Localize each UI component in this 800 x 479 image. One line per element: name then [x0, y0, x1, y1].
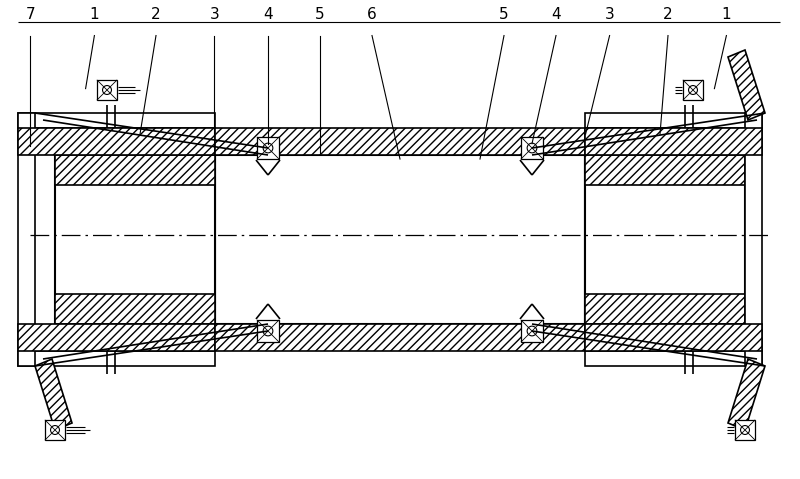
Circle shape — [263, 326, 273, 336]
Bar — [215, 324, 585, 351]
Text: 6: 6 — [367, 7, 377, 22]
Bar — [215, 155, 585, 324]
Text: 2: 2 — [151, 7, 161, 22]
Text: 1: 1 — [722, 7, 731, 22]
Bar — [18, 113, 215, 128]
Bar — [258, 320, 279, 342]
Circle shape — [741, 425, 750, 434]
Polygon shape — [728, 50, 765, 120]
Text: 2: 2 — [663, 7, 673, 22]
Bar — [585, 155, 745, 324]
Bar — [18, 128, 215, 155]
Circle shape — [527, 326, 537, 336]
Circle shape — [102, 86, 111, 94]
Text: 3: 3 — [210, 7, 219, 22]
Bar — [45, 420, 65, 440]
Bar — [18, 351, 215, 366]
Bar — [18, 324, 215, 351]
Bar — [18, 113, 35, 366]
Bar — [745, 113, 762, 366]
Text: 7: 7 — [26, 7, 35, 22]
Bar — [522, 320, 543, 342]
Bar — [215, 155, 585, 324]
Polygon shape — [728, 359, 765, 430]
Bar — [55, 294, 215, 324]
Bar — [97, 80, 117, 100]
Text: 5: 5 — [499, 7, 509, 22]
Bar — [585, 155, 745, 185]
Bar — [585, 324, 762, 351]
Text: 3: 3 — [605, 7, 614, 22]
Bar — [585, 294, 745, 324]
Bar — [585, 128, 762, 155]
Bar — [55, 155, 215, 185]
Circle shape — [50, 425, 59, 434]
Bar — [585, 113, 762, 128]
Bar — [735, 420, 755, 440]
Circle shape — [527, 143, 537, 153]
Bar — [258, 137, 279, 159]
Circle shape — [689, 86, 698, 94]
Circle shape — [263, 143, 273, 153]
Bar — [522, 137, 543, 159]
Text: 4: 4 — [263, 7, 273, 22]
Bar — [683, 80, 703, 100]
Text: 4: 4 — [551, 7, 561, 22]
Bar — [215, 128, 585, 155]
Bar — [55, 155, 215, 324]
Text: 1: 1 — [90, 7, 99, 22]
Polygon shape — [35, 359, 72, 430]
Text: 5: 5 — [315, 7, 325, 22]
Bar — [585, 351, 762, 366]
